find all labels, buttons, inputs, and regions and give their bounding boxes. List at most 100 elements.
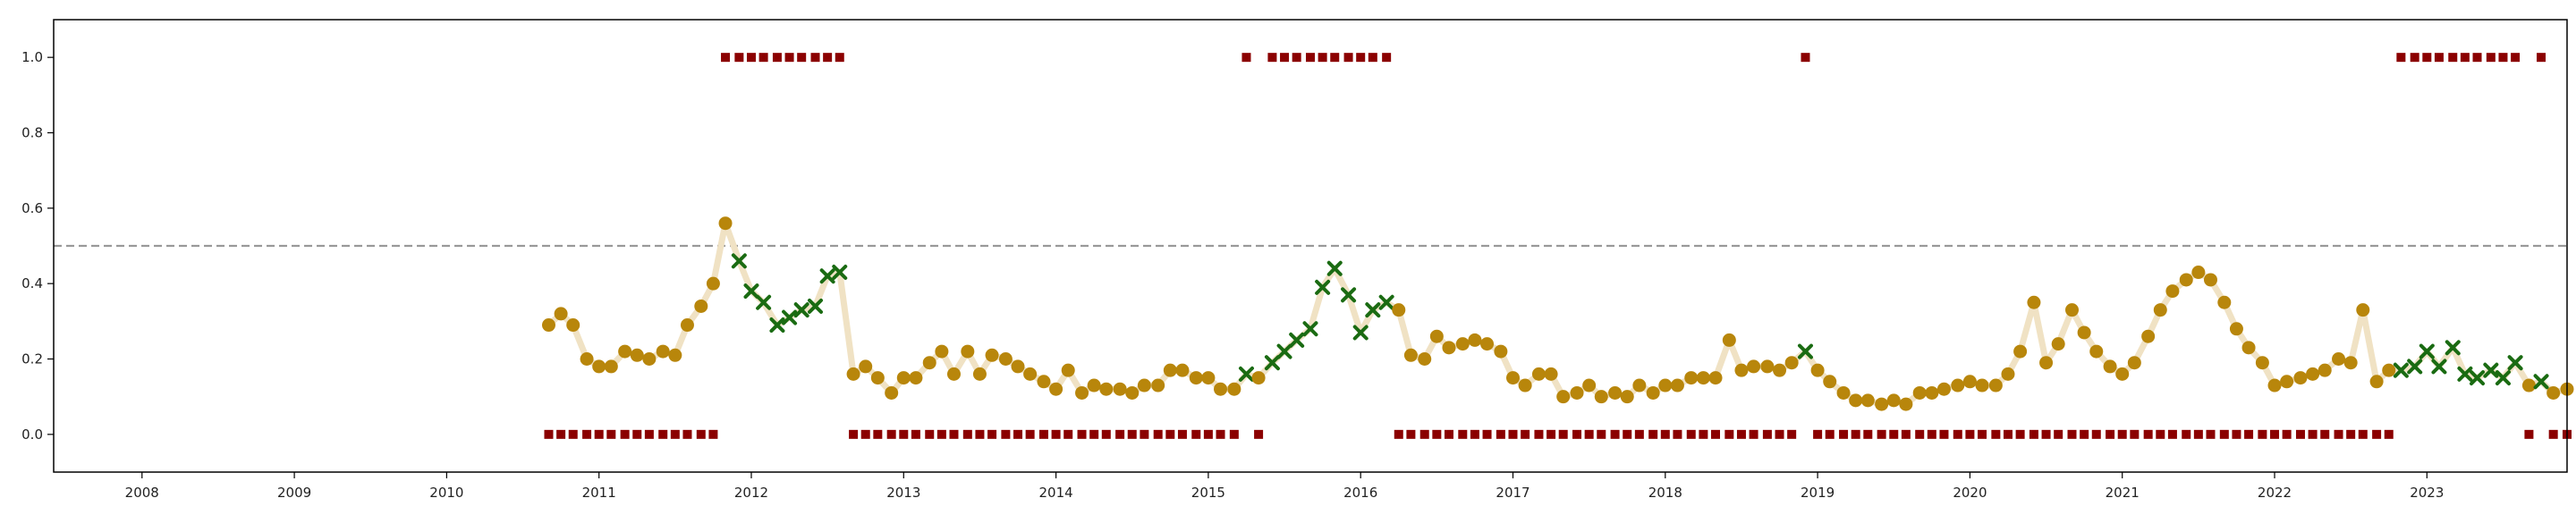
- square-point: [1762, 429, 1772, 439]
- square-point: [2143, 429, 2153, 439]
- square-point: [1825, 429, 1835, 439]
- circle-point: [718, 216, 733, 231]
- cross-point: [2407, 359, 2423, 375]
- circle-point: [618, 344, 632, 359]
- circle-point: [2065, 303, 2080, 317]
- square-point: [2080, 429, 2089, 439]
- circle-point: [1722, 333, 1736, 347]
- circle-point: [1925, 385, 1939, 400]
- circle-point: [1670, 378, 1684, 393]
- square-point: [2472, 53, 2482, 63]
- square-point: [810, 53, 820, 63]
- circle-point: [998, 352, 1013, 366]
- circle-point: [2280, 375, 2294, 389]
- x-tick-label: 2008: [125, 485, 159, 501]
- circle-point: [1734, 363, 1749, 377]
- circle-point: [656, 344, 670, 359]
- square-point: [2193, 429, 2203, 439]
- circle-point: [2013, 344, 2028, 359]
- cross-point: [743, 283, 759, 300]
- square-point: [784, 53, 794, 63]
- square-point: [1292, 53, 1301, 63]
- square-point: [1686, 429, 1696, 439]
- circle-point: [630, 348, 644, 362]
- x-tick-label: 2009: [277, 485, 311, 501]
- circle-point: [2267, 378, 2282, 393]
- circle-point: [1075, 385, 1089, 400]
- square-point: [1191, 429, 1201, 439]
- circle-point: [1975, 378, 1989, 393]
- cross-point: [1797, 343, 1813, 359]
- circle-point: [1962, 375, 1977, 389]
- square-point: [746, 53, 756, 63]
- square-point: [1813, 429, 1823, 439]
- square-point: [1634, 429, 1644, 439]
- y-tick-label: 1.0: [21, 49, 43, 65]
- square-point: [2117, 429, 2127, 439]
- circle-point: [909, 371, 923, 385]
- cross-point: [2393, 362, 2409, 378]
- square-point: [2295, 429, 2305, 439]
- square-point: [860, 429, 870, 439]
- square-point: [2548, 429, 2558, 439]
- square-point: [2130, 429, 2140, 439]
- circle-point: [668, 348, 682, 362]
- circle-point: [1544, 367, 1558, 381]
- square-point: [1699, 429, 1708, 439]
- square-point: [2460, 53, 2470, 63]
- cross-point: [731, 253, 747, 269]
- square-point: [708, 429, 718, 439]
- square-point: [1597, 429, 1606, 439]
- square-point: [2156, 429, 2165, 439]
- circle-point: [1860, 393, 1875, 408]
- cross-point: [2483, 362, 2499, 378]
- circle-point: [2203, 273, 2217, 287]
- square-point: [1839, 429, 1849, 439]
- square-point: [1851, 429, 1860, 439]
- circle-point: [604, 359, 618, 374]
- square-point: [2029, 429, 2038, 439]
- circle-point: [870, 371, 885, 385]
- square-point: [696, 429, 706, 439]
- square-point: [1394, 429, 1403, 439]
- square-point: [2422, 53, 2432, 63]
- circle-point: [2521, 378, 2536, 393]
- circle-point: [1113, 382, 1127, 396]
- circle-point: [1936, 382, 1951, 396]
- circle-point: [1760, 359, 1775, 374]
- cross-point: [1352, 325, 1368, 341]
- square-point: [1013, 429, 1023, 439]
- circle-point: [1468, 333, 1482, 347]
- square-point: [1470, 429, 1479, 439]
- circle-point: [1163, 363, 1177, 377]
- circle-point: [1849, 393, 1863, 408]
- circle-point: [2356, 303, 2370, 317]
- square-point: [2167, 429, 2177, 439]
- square-point: [2067, 429, 2077, 439]
- square-point: [1101, 429, 1111, 439]
- square-point: [2282, 429, 2292, 439]
- circle-point: [1480, 337, 1495, 351]
- square-point: [2384, 429, 2394, 439]
- cross-point: [2457, 366, 2473, 382]
- circle-point: [2293, 371, 2308, 385]
- circle-point: [2089, 344, 2104, 359]
- circle-point: [2306, 367, 2320, 381]
- y-tick-label: 0.2: [21, 351, 43, 367]
- circle-point: [1632, 378, 1647, 393]
- square-point: [886, 429, 896, 439]
- square-point: [568, 429, 578, 439]
- circle-point: [554, 307, 568, 321]
- cross-point: [2470, 370, 2486, 386]
- square-point: [682, 429, 692, 439]
- square-point: [849, 429, 859, 439]
- cross-point: [782, 309, 798, 325]
- square-point: [2410, 53, 2419, 63]
- circle-point: [1175, 363, 1190, 377]
- cross-point: [1238, 366, 1254, 382]
- circle-point: [1531, 367, 1546, 381]
- square-point: [925, 429, 935, 439]
- square-point: [2524, 429, 2534, 439]
- circle-point: [1214, 382, 1228, 396]
- square-point: [1343, 53, 1353, 63]
